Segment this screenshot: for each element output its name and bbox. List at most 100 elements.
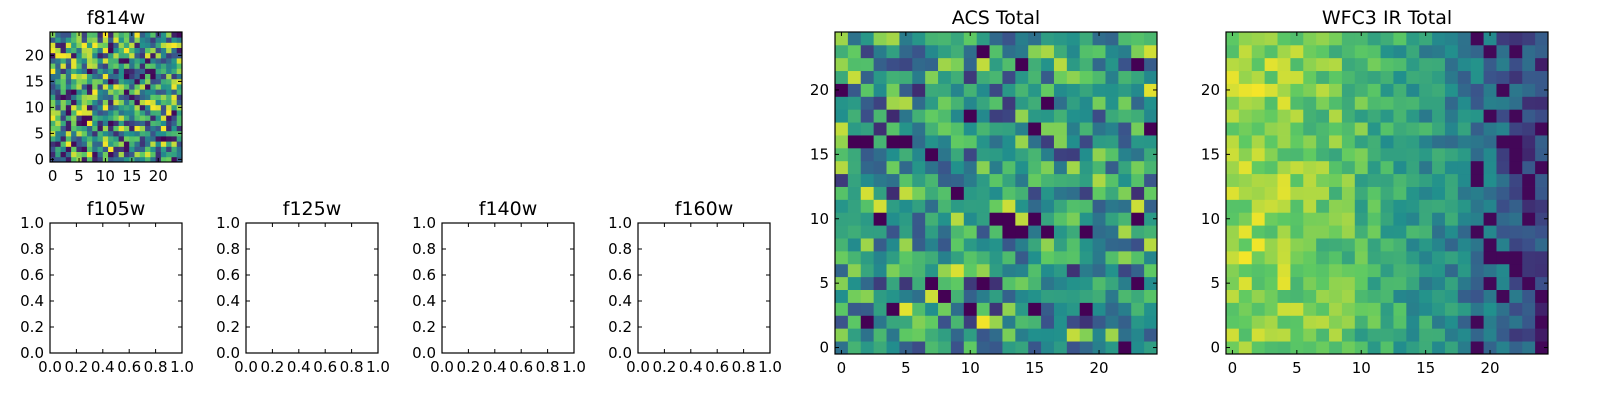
heatmap-cell <box>1341 147 1356 162</box>
heatmap-cell <box>1393 328 1407 342</box>
heatmap-cell <box>1509 302 1523 316</box>
heatmap-cell <box>989 147 1003 162</box>
heatmap-cell <box>912 315 926 329</box>
heatmap-cell <box>113 63 120 69</box>
heatmap-cell <box>171 89 178 95</box>
heatmap-cell <box>145 63 151 69</box>
heatmap-cell <box>1496 225 1510 239</box>
heatmap-cell <box>1535 122 1549 136</box>
heatmap-cell <box>166 156 172 163</box>
heatmap-cell <box>166 52 172 59</box>
heatmap-cell <box>76 130 83 137</box>
heatmap-cell <box>1226 122 1240 136</box>
heatmap-cell <box>145 89 151 95</box>
heatmap-cell <box>1393 263 1407 278</box>
heatmap-cell <box>1367 315 1381 329</box>
y-tick-label: 0 <box>1210 339 1220 357</box>
heatmap-cell <box>1341 32 1356 46</box>
heatmap-cell <box>97 63 104 69</box>
heatmap-cell <box>1303 109 1317 123</box>
heatmap-cell <box>65 156 72 163</box>
heatmap-cell <box>60 151 67 158</box>
heatmap-cell <box>1380 186 1394 200</box>
heatmap-cell <box>1483 341 1497 355</box>
heatmap-cell <box>1457 186 1472 200</box>
heatmap-cell <box>145 52 151 59</box>
heatmap-cell <box>1509 160 1523 175</box>
heatmap-cell <box>1002 328 1016 342</box>
heatmap-cell <box>1066 238 1081 252</box>
heatmap-cell <box>1144 70 1158 84</box>
heatmap-cell <box>1432 173 1446 187</box>
heatmap-cell <box>860 341 875 355</box>
heatmap-cell <box>92 78 98 85</box>
heatmap-cell <box>989 135 1003 149</box>
y-tick-label: 10 <box>810 210 829 228</box>
heatmap-cell <box>1444 44 1459 59</box>
heatmap-cell <box>81 156 88 163</box>
heatmap-cell <box>1041 302 1055 316</box>
heatmap-cell <box>123 110 130 116</box>
y-tick-label: 15 <box>1201 145 1220 163</box>
heatmap-cell <box>1316 238 1330 252</box>
heatmap-cell <box>71 42 77 48</box>
heatmap-cell <box>912 212 926 226</box>
heatmap-cell <box>92 99 98 106</box>
heatmap-cell <box>1144 302 1158 316</box>
heatmap-cell <box>92 37 98 43</box>
heatmap-cell <box>1341 199 1356 213</box>
y-tick-label: 1.0 <box>216 214 240 232</box>
heatmap-cell <box>86 130 93 137</box>
heatmap-cell <box>113 73 120 80</box>
heatmap-cell <box>1131 32 1145 46</box>
heatmap-cell <box>1444 302 1459 316</box>
heatmap-cell <box>912 225 926 239</box>
x-tick-label: 0.8 <box>340 358 364 376</box>
heatmap-cell <box>150 78 156 85</box>
heatmap-cell <box>899 160 913 175</box>
heatmap-cell <box>963 122 978 136</box>
heatmap-cell <box>912 57 926 72</box>
heatmap-cell <box>171 63 178 69</box>
heatmap-cell <box>938 276 952 290</box>
heatmap-cell <box>1316 315 1330 329</box>
heatmap-cell <box>1316 83 1330 97</box>
heatmap-cell <box>1522 186 1536 200</box>
heatmap-cell <box>55 120 61 126</box>
heatmap-cell <box>1226 328 1240 342</box>
heatmap-cell <box>1002 250 1016 265</box>
heatmap-cell <box>1522 135 1536 149</box>
heatmap-cell <box>71 120 77 126</box>
heatmap-cell <box>1226 135 1240 149</box>
heatmap-cell <box>1131 276 1145 290</box>
y-tick-label: 0.4 <box>412 292 436 310</box>
heatmap-cell <box>860 70 875 84</box>
heatmap-cell <box>1393 83 1407 97</box>
panel-f140w: f140w 0.0 0.2 0.4 0.6 0.8 1.00.00.20.40.60.81… <box>412 198 586 376</box>
heatmap-cell <box>1251 96 1266 110</box>
heatmap-cell <box>963 199 978 213</box>
heatmap-cell <box>1483 147 1497 162</box>
heatmap-cell <box>65 94 72 100</box>
heatmap-cell <box>1509 122 1523 136</box>
heatmap-cell <box>81 78 88 85</box>
heatmap-cell <box>102 125 109 132</box>
heatmap-cell <box>976 186 990 200</box>
heatmap-cell <box>1118 263 1132 278</box>
heatmap-cell <box>1470 160 1484 175</box>
heatmap-cell <box>1483 212 1497 226</box>
heatmap-cell <box>835 250 849 265</box>
heatmap-cell <box>60 47 67 54</box>
heatmap-cell <box>1522 147 1536 162</box>
heatmap-cell <box>113 99 120 106</box>
heatmap-cell <box>989 122 1003 136</box>
heatmap-cell <box>1496 315 1510 329</box>
heatmap-cell <box>155 94 162 100</box>
heatmap-cell <box>71 136 77 142</box>
heatmap-cell <box>989 225 1003 239</box>
heatmap-cell <box>1522 263 1536 278</box>
heatmap-cell <box>1457 83 1472 97</box>
heatmap-cell <box>1444 135 1459 149</box>
heatmap-cell <box>65 78 72 85</box>
heatmap-cell <box>150 37 156 43</box>
